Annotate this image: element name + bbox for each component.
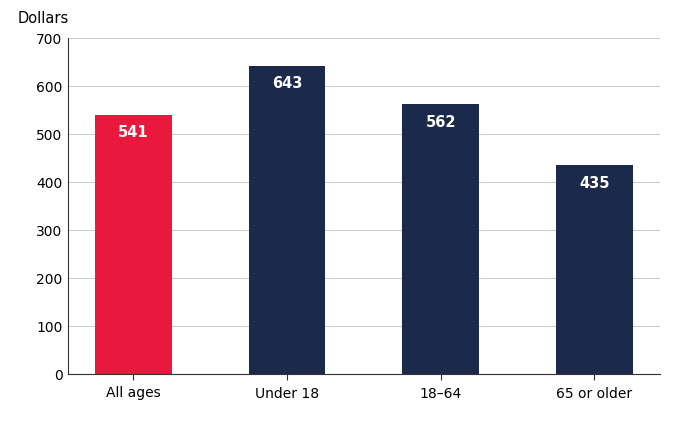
Text: 541: 541 bbox=[118, 125, 149, 140]
Bar bbox=[556, 165, 632, 374]
Text: 562: 562 bbox=[426, 115, 456, 130]
Text: 435: 435 bbox=[579, 176, 609, 191]
Bar bbox=[249, 65, 326, 374]
Text: 643: 643 bbox=[272, 76, 302, 91]
Text: Dollars: Dollars bbox=[18, 11, 69, 26]
Bar bbox=[95, 114, 172, 374]
Bar bbox=[402, 105, 479, 374]
